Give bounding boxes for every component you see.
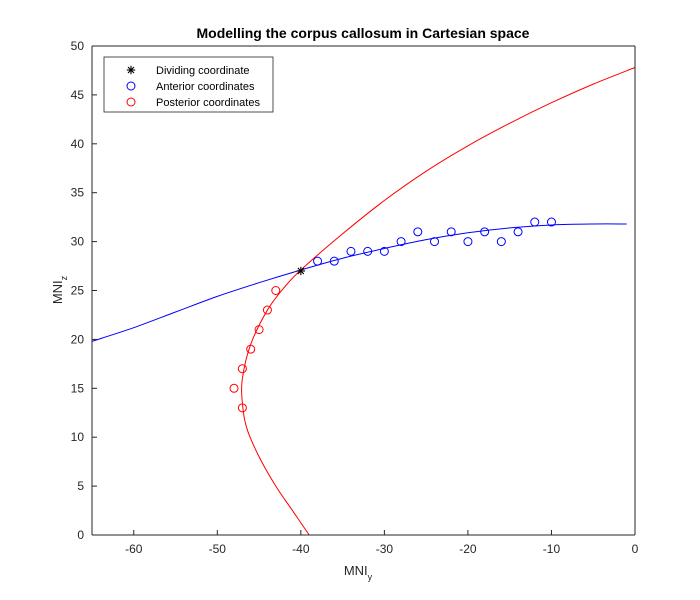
x-tick-label: -20 bbox=[459, 542, 477, 556]
y-tick-label: 35 bbox=[71, 186, 85, 200]
legend-items: Dividing coordinate Anterior coordinates P… bbox=[126, 65, 260, 109]
anterior-coordinates-point bbox=[446, 227, 456, 237]
legend-marker-posterior-coordinates bbox=[126, 97, 136, 107]
legend-marker-anterior-coordinates bbox=[126, 81, 136, 91]
anterior-coordinates-point bbox=[513, 227, 523, 237]
posterior-coordinates-point bbox=[237, 403, 247, 413]
anterior-coordinates-point bbox=[396, 237, 406, 247]
y-axis-label: MNIz bbox=[50, 275, 69, 304]
anterior-coordinates-point bbox=[413, 227, 423, 237]
anterior-coordinates-point bbox=[329, 256, 339, 266]
y-tick-label: 20 bbox=[71, 332, 85, 346]
anterior-coordinates-point bbox=[430, 237, 440, 247]
y-tick-label: 25 bbox=[71, 284, 85, 298]
x-ticks: -60 -50 -40 -30 -20 -10 0 bbox=[125, 530, 639, 556]
anterior-coordinates-point bbox=[480, 227, 490, 237]
anterior-coordinates-point bbox=[363, 246, 373, 256]
y-tick-label: 30 bbox=[71, 235, 85, 249]
posterior-coordinates-point bbox=[237, 364, 247, 374]
chart-title: Modelling the corpus callosum in Cartesi… bbox=[197, 25, 530, 41]
x-tick-label: -40 bbox=[292, 542, 310, 556]
x-tick-label: -10 bbox=[543, 542, 561, 556]
x-axis-label: MNIy bbox=[344, 563, 373, 582]
y-tick-label: 10 bbox=[71, 430, 85, 444]
legend-label-anterior-coordinates: Anterior coordinates bbox=[156, 81, 255, 93]
x-tick-label: -50 bbox=[209, 542, 227, 556]
posterior-coordinates-point bbox=[262, 305, 272, 315]
curves-layer bbox=[91, 67, 636, 536]
y-tick-label: 0 bbox=[77, 528, 84, 542]
anterior-coordinates-point bbox=[496, 237, 506, 247]
posterior-coordinates-point bbox=[246, 344, 256, 354]
plot-area bbox=[92, 46, 635, 535]
legend: Dividing coordinate Anterior coordinates P… bbox=[103, 56, 274, 113]
dividing-coordinate-point bbox=[296, 266, 306, 276]
anterior-coordinates-point bbox=[546, 217, 556, 227]
x-axis-label-main: MNI bbox=[344, 563, 368, 578]
legend-box bbox=[103, 56, 274, 113]
anterior-coordinates-point bbox=[313, 256, 323, 266]
legend-label-posterior-coordinates: Posterior coordinates bbox=[156, 97, 260, 109]
fit-curve-0 bbox=[91, 223, 627, 342]
y-axis-label-sub: z bbox=[59, 275, 69, 280]
anterior-coordinates-point bbox=[346, 246, 356, 256]
x-axis-label-sub: y bbox=[368, 572, 373, 582]
x-tick-label: -30 bbox=[376, 542, 394, 556]
x-tick-label: -60 bbox=[125, 542, 143, 556]
y-axis-label-main: MNI bbox=[50, 280, 65, 304]
anterior-coordinates-point bbox=[530, 217, 540, 227]
posterior-coordinates-point bbox=[271, 286, 281, 295]
posterior-coordinates-point bbox=[254, 325, 264, 335]
anterior-coordinates-point bbox=[379, 246, 389, 256]
posterior-coordinates-point bbox=[229, 383, 239, 393]
y-tick-label: 45 bbox=[71, 88, 85, 102]
y-tick-label: 40 bbox=[71, 137, 85, 151]
anterior-coordinates-point bbox=[463, 237, 473, 247]
legend-marker-dividing-coordinate bbox=[126, 65, 136, 75]
fit-curve-1 bbox=[241, 67, 636, 536]
y-tick-label: 50 bbox=[71, 39, 85, 53]
y-tick-label: 5 bbox=[77, 479, 84, 493]
legend-label-dividing-coordinate: Dividing coordinate bbox=[156, 65, 250, 77]
x-tick-label: 0 bbox=[632, 542, 639, 556]
y-tick-label: 15 bbox=[71, 381, 85, 395]
y-ticks: 0 5 10 15 20 25 30 35 40 45 50 bbox=[71, 39, 97, 542]
markers-layer bbox=[229, 217, 556, 413]
